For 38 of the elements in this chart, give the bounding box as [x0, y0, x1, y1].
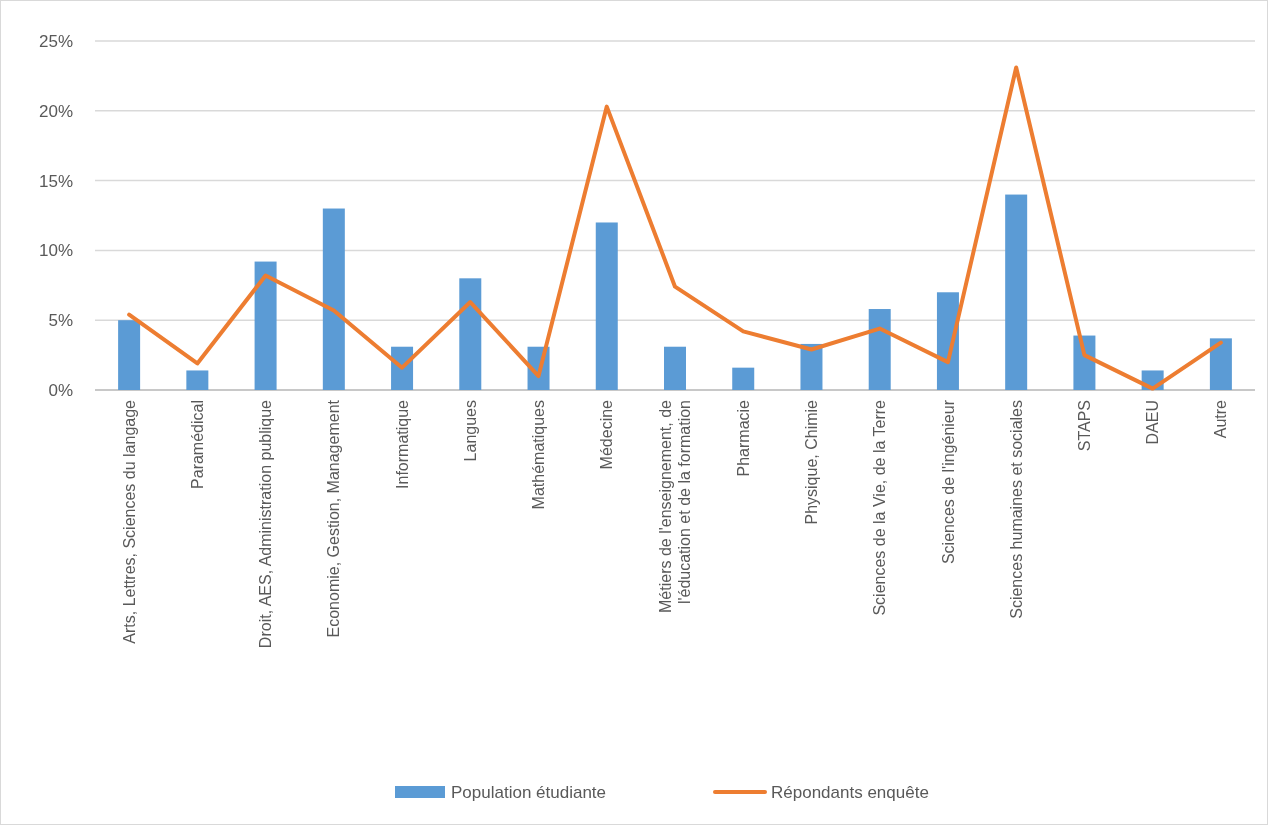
x-tick-label: Informatique	[393, 399, 411, 489]
bar	[868, 309, 891, 390]
x-tick-label: Autre	[1212, 399, 1230, 439]
bar	[322, 208, 345, 390]
bar	[459, 278, 482, 390]
bar	[664, 346, 686, 390]
x-tick-label: DAEU	[1144, 400, 1162, 445]
y-tick-label: 5%	[48, 311, 73, 331]
x-tick-label: Sciences de la Vie, de la Terre	[871, 399, 889, 616]
x-tick-label: Pharmacie	[734, 399, 752, 477]
x-tick-label: Mathématiques	[530, 400, 548, 510]
y-tick-label: 20%	[38, 101, 73, 121]
bar	[254, 261, 277, 390]
bar	[800, 343, 823, 390]
line-series	[127, 65, 1223, 391]
x-tick-label: Physique, Chimie	[803, 399, 821, 525]
y-tick-label: 0%	[48, 380, 73, 400]
y-tick-label: 25%	[38, 31, 73, 51]
x-tick-label: Métiers de l'enseignement, de l'éducation et de la formation	[657, 399, 694, 613]
x-tick-label: Paramédical	[188, 400, 206, 489]
x-tick-label: Langues	[461, 400, 479, 462]
bar	[118, 320, 141, 390]
bar	[595, 222, 618, 390]
bar	[186, 370, 209, 390]
y-tick-label: 15%	[38, 171, 73, 191]
bar	[732, 367, 755, 390]
y-tick-label: 10%	[38, 241, 73, 261]
x-tick-label: STAPS	[1076, 400, 1094, 452]
x-tick-label: Economie, Gestion, Management	[325, 399, 343, 638]
bar	[1005, 194, 1028, 390]
x-tick-label: Médecine	[598, 399, 616, 470]
x-tick-label: Droit, AES, Administration publique	[257, 399, 275, 649]
bar	[1209, 338, 1232, 390]
x-tick-label: Sciences humaines et sociales	[1007, 400, 1025, 619]
x-tick-label: Sciences de l'ingénieur	[939, 399, 957, 565]
legend-label: Population étudiante	[451, 782, 607, 802]
x-tick-label: Arts, Lettres, Sciences du langage	[120, 399, 138, 644]
legend-label: Répondants enquête	[771, 782, 929, 802]
